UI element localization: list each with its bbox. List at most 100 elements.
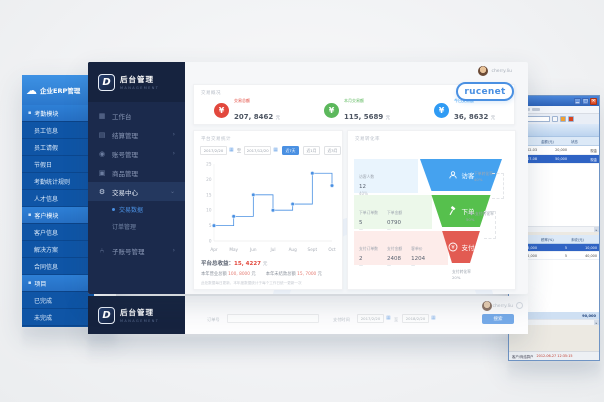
person-icon: ▪ xyxy=(28,212,32,218)
range-7d-button[interactable]: 近7天 xyxy=(281,146,299,155)
svg-text:25: 25 xyxy=(206,162,212,167)
gear-icon: ⚙ xyxy=(98,187,106,196)
scroll-arrow-icon[interactable]: ▸ xyxy=(594,320,599,325)
legacy-group-band xyxy=(509,124,599,137)
avatar[interactable] xyxy=(482,301,492,311)
yen-coin-icon: ¥ xyxy=(214,103,229,118)
erp-item[interactable]: 员工信息 xyxy=(22,122,94,139)
sidebar-item-workbench[interactable]: ▦ 工作台 xyxy=(98,111,132,121)
year-summary: 本年营业总额 100, 8000 元 本年未结款总额 15, 7000 元 xyxy=(201,272,322,277)
erp-item[interactable]: 已完成 xyxy=(22,292,94,309)
pay-time-label: 支付时间 xyxy=(333,317,350,322)
cloud-logo-icon: ☁ xyxy=(26,83,37,97)
table-row-selected[interactable]: 5,000 5 10,000 xyxy=(509,244,599,252)
calendar-icon[interactable]: ▦ xyxy=(386,315,391,321)
stat-total-trade: ¥ 交易总额 207, 8462 元 xyxy=(214,98,280,123)
erp-item[interactable]: 人才信息 xyxy=(22,190,94,207)
stat-month-trade: ¥ 本月交易额 115, 5689 元 xyxy=(324,98,390,123)
visitor-icon xyxy=(448,171,457,179)
toolbar-button[interactable] xyxy=(552,116,558,122)
calendar-icon[interactable]: ▦ xyxy=(229,147,234,153)
sidebar-subitem-order-mgmt[interactable]: 订单管理 xyxy=(112,224,137,231)
sidebar-subitem-trade-data[interactable]: 交易数据 xyxy=(88,201,185,218)
svg-text:Apr: Apr xyxy=(210,247,218,252)
username-label: cherry.liu xyxy=(492,304,513,309)
annotation-order-rate: 下单转化率 40% xyxy=(474,171,493,183)
erp-item[interactable]: 未完成 xyxy=(22,309,94,326)
toolbar-button[interactable] xyxy=(568,116,574,122)
bell-icon[interactable] xyxy=(516,302,523,309)
erp-item[interactable]: 员工请假 xyxy=(22,139,94,156)
erp-item[interactable]: 解决方案 xyxy=(22,241,94,258)
maximize-button[interactable]: □ xyxy=(582,97,589,105)
search-button[interactable]: 搜索 xyxy=(482,314,514,324)
svg-text:0: 0 xyxy=(209,239,212,244)
svg-text:10: 10 xyxy=(206,208,212,213)
erp-item[interactable]: 合同信息 xyxy=(22,258,94,275)
document-icon: ▤ xyxy=(98,130,106,139)
platform-total-revenue: 平台总收益：15, 4227 元 xyxy=(201,261,268,267)
sidebar-item-subaccount[interactable]: ⑃ 子账号管理 › xyxy=(99,246,175,256)
range-3m-button[interactable]: 近3月 xyxy=(323,146,341,155)
erp-section-customer[interactable]: ▪ 客户模块 xyxy=(22,207,94,224)
scrollbar-horizontal[interactable]: ▸ xyxy=(509,319,599,325)
chevron-down-icon: ⌄ xyxy=(169,188,175,195)
data-note: 此处数据每日更新，本年度数据统计于每个工作日统一更新一次 xyxy=(201,281,302,285)
order-gavel-icon xyxy=(449,206,455,216)
table-row[interactable]: 08-02-03 20,000 现金 xyxy=(509,146,599,155)
scrollbar-horizontal[interactable]: ▸ xyxy=(509,226,599,232)
erp-item[interactable]: 节假日 xyxy=(22,156,94,173)
order-no-label: 订单号 xyxy=(207,317,220,322)
reflection-legacy xyxy=(508,362,600,388)
funnel-segment-visitor: 访客 xyxy=(420,159,502,191)
range-1m-button[interactable]: 近1月 xyxy=(302,146,320,155)
erp-title: 企业ERP管理 xyxy=(40,87,81,95)
erp-item[interactable]: 客户信息 xyxy=(22,224,94,241)
sidebar-item-account[interactable]: ◉ 账号管理 › xyxy=(98,149,175,159)
close-button[interactable]: ✕ xyxy=(590,97,597,105)
erp-item[interactable]: 考勤统计规则 xyxy=(22,173,94,190)
svg-text:15: 15 xyxy=(206,192,212,197)
calendar-icon[interactable]: ▦ xyxy=(273,147,278,153)
legacy-titlebar: ▁ □ ✕ xyxy=(509,96,599,106)
funnel-segment-order: 下单 xyxy=(431,195,491,227)
scroll-arrow-icon[interactable]: ▸ xyxy=(594,227,599,232)
avatar[interactable] xyxy=(478,66,488,76)
erp-section-attendance[interactable]: ▪ 考勤模块 xyxy=(22,105,94,122)
erp-section-project[interactable]: ▪ 项目 xyxy=(22,275,94,292)
date-to-input[interactable]: 2018/2/20 xyxy=(402,314,429,323)
svg-text:Oct: Oct xyxy=(328,247,336,252)
sidebar-item-settlement[interactable]: ▤ 结算管理 › xyxy=(98,130,175,140)
svg-text:Jun: Jun xyxy=(249,247,257,252)
svg-text:5: 5 xyxy=(209,223,212,228)
yen-coin-icon: ¥ xyxy=(324,103,339,118)
svg-text:Aug: Aug xyxy=(289,247,298,252)
yen-coin-icon: ¥ xyxy=(434,103,449,118)
toolbar-button[interactable] xyxy=(560,116,566,122)
sidebar-item-goods[interactable]: ▣ 商品管理 xyxy=(98,168,138,178)
stat-today-trade: ¥ 今日交易额 36, 8632 元 xyxy=(434,98,495,123)
minimize-button[interactable]: ▁ xyxy=(574,97,581,105)
person-icon: ▪ xyxy=(28,280,32,286)
date-from-input[interactable]: 2017/2/20 xyxy=(200,146,227,155)
pay-yen-icon: ¥ xyxy=(448,242,457,252)
person-icon: ▪ xyxy=(28,110,32,116)
dashboard-content: cherry.liu rucenet 交易概况 ¥ 交易总额 207, 8462… xyxy=(185,62,528,294)
calendar-icon[interactable]: ▦ xyxy=(431,315,436,321)
funnel-row-orders: 下单订单数 5— 下单金额 0790— xyxy=(354,195,432,232)
table-row-selected[interactable]: 09-07-08 50,000 现金 xyxy=(509,155,599,164)
svg-text:Jul: Jul xyxy=(269,247,275,252)
user-icon: ◉ xyxy=(98,149,106,158)
legacy-statusbar: 客户/商结算户 2012-06-27 12:35:15 xyxy=(509,351,599,360)
sidebar-item-trade-center[interactable]: ⚙ 交易中心 ⌄ xyxy=(88,182,185,201)
order-no-input[interactable] xyxy=(227,314,319,323)
tree-icon: ⑃ xyxy=(99,246,105,255)
dashboard-icon: ▦ xyxy=(98,111,106,120)
date-to-input[interactable]: 2017/12/20 xyxy=(244,146,272,155)
table-row[interactable]: 2,000 5 40,000 xyxy=(509,252,599,260)
date-from-input[interactable]: 2017/2/20 xyxy=(357,314,384,323)
svg-text:Sept: Sept xyxy=(308,247,318,252)
funnel-row-payments: 支付订单数 2— 支付金额 2408— 客单价 1204— xyxy=(354,231,448,268)
panel-title: 交易转化率 xyxy=(355,137,380,142)
